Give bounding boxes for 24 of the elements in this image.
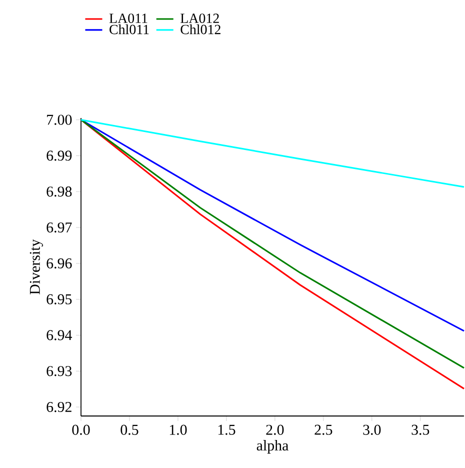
y-tick-label: 6.98	[46, 186, 72, 197]
legend-label: Chl012	[180, 24, 220, 34]
x-tick-label: 2.5	[314, 424, 332, 435]
y-tick-label: 6.96	[46, 258, 72, 268]
line-series	[80, 118, 465, 188]
y-axis-title: Diversity	[30, 239, 43, 294]
y-tick-label: 6.92	[46, 402, 72, 412]
y-tick-label: 6.95	[46, 294, 72, 304]
legend-label: LA012	[180, 14, 219, 24]
y-tick-label: 6.93	[46, 366, 72, 376]
y-tick-label: 6.97	[46, 222, 72, 233]
y-tick-label: 7.00	[47, 114, 72, 125]
x-tick-label: 1.0	[170, 424, 187, 435]
x-tick-label: 1.5	[218, 424, 236, 435]
x-tick-label: 3.5	[412, 424, 430, 435]
legend-label: LA011	[109, 14, 148, 24]
x-axis-title: alpha	[256, 440, 288, 454]
x-tick-label: 3.0	[363, 424, 381, 435]
legend-label: Chl011	[110, 24, 149, 34]
x-tick-label: 2.0	[266, 424, 284, 435]
x-tick-label: 0.5	[120, 424, 138, 435]
y-tick-label: 6.99	[46, 150, 72, 161]
y-tick-label: 6.94	[46, 330, 72, 340]
x-tick-label: 0.0	[72, 424, 90, 435]
